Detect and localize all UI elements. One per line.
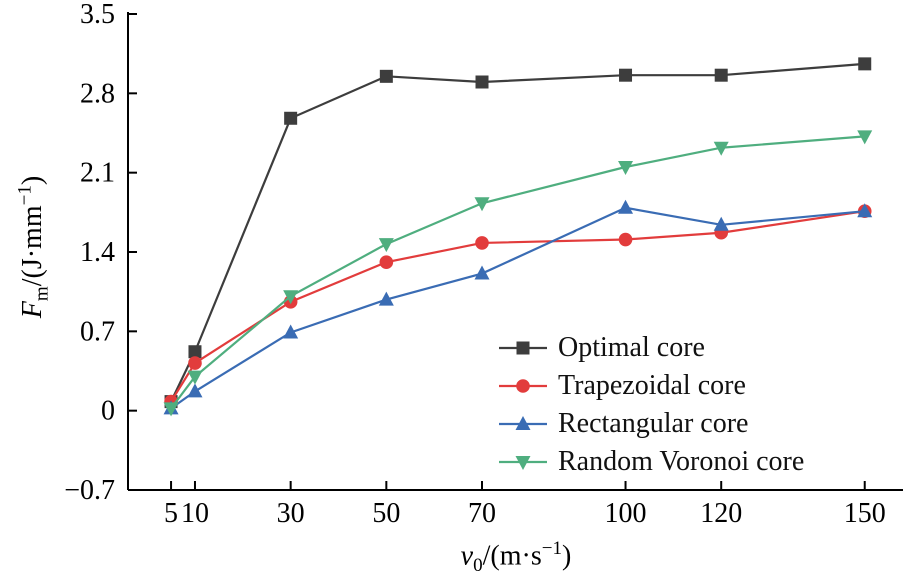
x-tick-label-150: 150	[844, 498, 886, 529]
series-line-random-voronoi-core	[170, 135, 865, 410]
data-point-random-voronoi-core	[857, 130, 873, 145]
circle-legend-marker	[516, 379, 530, 393]
legend-label-random-voronoi-core: Random Voronoi core	[558, 446, 805, 477]
circle-legend-icon	[499, 379, 547, 393]
data-point-trapezoidal-core	[618, 232, 633, 247]
y-axis-units: /(J·mm	[16, 205, 48, 287]
data-point-optimal-core	[188, 345, 202, 359]
data-point-rectangular-core	[618, 199, 634, 214]
data-point-optimal-core	[619, 68, 633, 82]
data-point-rectangular-core	[857, 203, 873, 218]
x-tick-label-100: 100	[605, 498, 647, 529]
data-point-optimal-core	[379, 69, 393, 83]
y-tick-label-3.5: 3.5	[80, 0, 115, 30]
data-point-optimal-core	[858, 57, 872, 71]
legend-label-trapezoidal-core: Trapezoidal core	[558, 370, 746, 401]
y-tick-label-2.8: 2.8	[80, 78, 115, 109]
legend-item-optimal-core: Optimal core	[498, 332, 804, 364]
triangle-up-legend-marker	[515, 416, 531, 430]
x-axis-subscript: 0	[473, 554, 483, 576]
data-point-optimal-core	[714, 68, 728, 82]
data-point-trapezoidal-core	[379, 255, 394, 269]
data-point-random-voronoi-core	[187, 370, 203, 385]
data-point-trapezoidal-core	[475, 236, 489, 250]
x-tick-label-50: 50	[372, 498, 400, 529]
y-tick-label-0: 0	[101, 396, 115, 427]
y-tick-label-0.7: 0.7	[80, 316, 115, 347]
triangle-down-legend-icon	[499, 456, 547, 470]
legend-item-rectangular-core: Rectangular core	[498, 408, 804, 440]
data-point-rectangular-core	[187, 383, 203, 398]
x-tick-label-120: 120	[700, 498, 742, 529]
data-point-random-voronoi-core	[163, 402, 179, 417]
legend-label-optimal-core: Optimal core	[558, 332, 705, 363]
series-line-trapezoidal-core	[170, 210, 865, 403]
series-line-optimal-core	[170, 62, 865, 403]
x-tick-label-30: 30	[277, 498, 305, 529]
y-axis-subscript: m	[31, 286, 53, 302]
data-point-rectangular-core	[283, 324, 299, 339]
data-point-optimal-core	[284, 111, 298, 125]
x-axis-variable: v	[460, 540, 474, 572]
square-legend-marker	[516, 341, 530, 355]
y-tick-label-1.4: 1.4	[80, 237, 115, 268]
data-point-random-voronoi-core	[474, 197, 490, 212]
x-tick-label-5: 5	[164, 498, 178, 529]
legend-item-random-voronoi-core: Random Voronoi core	[498, 446, 804, 478]
data-point-random-voronoi-core	[713, 141, 729, 156]
y-axis-units-close: )	[16, 175, 48, 186]
data-point-random-voronoi-core	[283, 290, 299, 305]
data-point-rectangular-core	[713, 216, 729, 231]
triangle-down-legend-marker	[515, 456, 531, 470]
y-axis-title: Fm/(J·mm−1)	[15, 176, 54, 318]
data-point-trapezoidal-core	[188, 356, 202, 370]
x-axis-units-close: )	[561, 540, 572, 572]
series-line-rectangular-core	[170, 206, 865, 410]
data-point-rectangular-core	[474, 265, 490, 280]
x-tick-label-10: 10	[181, 498, 209, 529]
y-axis-variable: F	[16, 301, 48, 319]
legend-item-trapezoidal-core: Trapezoidal core	[498, 370, 804, 402]
data-point-random-voronoi-core	[618, 161, 634, 175]
triangle-up-legend-icon	[499, 416, 547, 430]
data-point-random-voronoi-core	[378, 238, 394, 253]
square-legend-icon	[499, 341, 547, 355]
x-tick-label-70: 70	[468, 498, 496, 529]
y-tick-label-2.1: 2.1	[80, 158, 115, 189]
x-axis-units: /(m·s	[482, 540, 542, 572]
chart-legend: Optimal core Trapezoidal core Rectangular …	[498, 332, 804, 478]
data-point-optimal-core	[475, 75, 489, 89]
y-tick-label-−0.7: −0.7	[64, 475, 115, 506]
data-point-rectangular-core	[378, 291, 394, 306]
legend-label-rectangular-core: Rectangular core	[558, 408, 749, 439]
x-axis-exponent: −1	[541, 538, 562, 559]
y-axis-exponent: −1	[14, 185, 36, 206]
x-axis-title: v0/(m·s−1)	[461, 538, 572, 577]
